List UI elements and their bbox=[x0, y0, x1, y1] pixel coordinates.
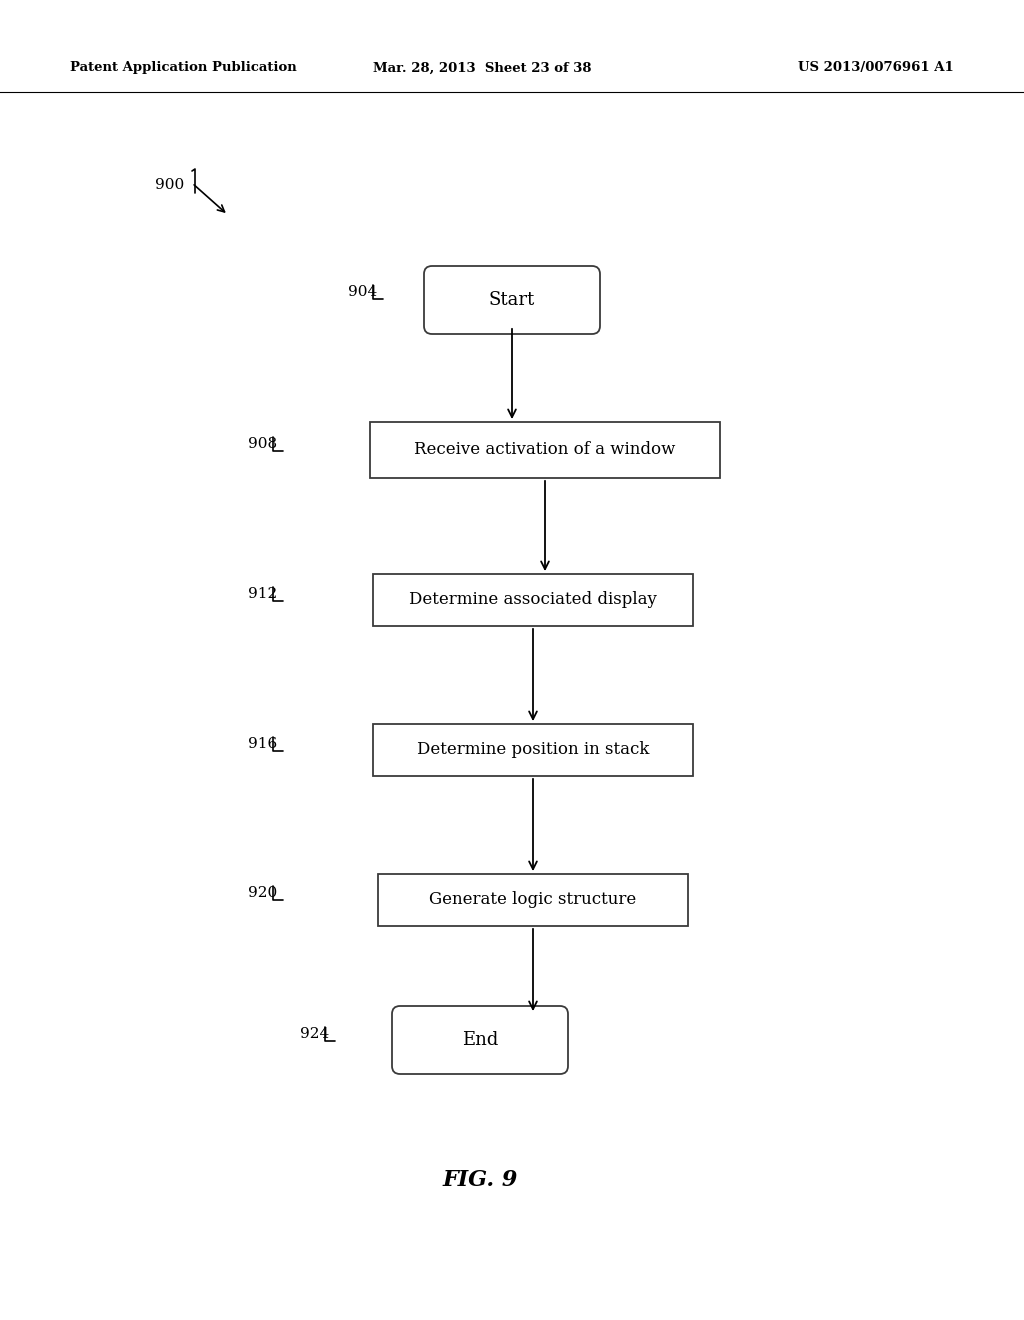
Text: 912: 912 bbox=[248, 587, 278, 601]
Text: Determine associated display: Determine associated display bbox=[409, 591, 657, 609]
Bar bbox=[378, 874, 688, 927]
FancyBboxPatch shape bbox=[424, 267, 600, 334]
Text: Start: Start bbox=[488, 290, 536, 309]
Text: FIG. 9: FIG. 9 bbox=[442, 1170, 518, 1191]
Bar bbox=[373, 574, 693, 626]
Text: 900: 900 bbox=[155, 178, 184, 191]
FancyBboxPatch shape bbox=[392, 1006, 568, 1074]
Text: 924: 924 bbox=[300, 1027, 330, 1041]
Text: Receive activation of a window: Receive activation of a window bbox=[415, 441, 676, 458]
Text: 908: 908 bbox=[248, 437, 278, 451]
Text: 916: 916 bbox=[248, 737, 278, 751]
Text: End: End bbox=[462, 1031, 499, 1049]
Text: 904: 904 bbox=[348, 285, 377, 300]
Text: US 2013/0076961 A1: US 2013/0076961 A1 bbox=[799, 62, 954, 74]
Bar bbox=[370, 422, 720, 478]
Text: Generate logic structure: Generate logic structure bbox=[429, 891, 637, 908]
Text: 920: 920 bbox=[248, 886, 278, 900]
Text: Patent Application Publication: Patent Application Publication bbox=[70, 62, 297, 74]
Bar bbox=[373, 723, 693, 776]
Text: Mar. 28, 2013  Sheet 23 of 38: Mar. 28, 2013 Sheet 23 of 38 bbox=[373, 62, 591, 74]
Text: Determine position in stack: Determine position in stack bbox=[417, 742, 649, 759]
